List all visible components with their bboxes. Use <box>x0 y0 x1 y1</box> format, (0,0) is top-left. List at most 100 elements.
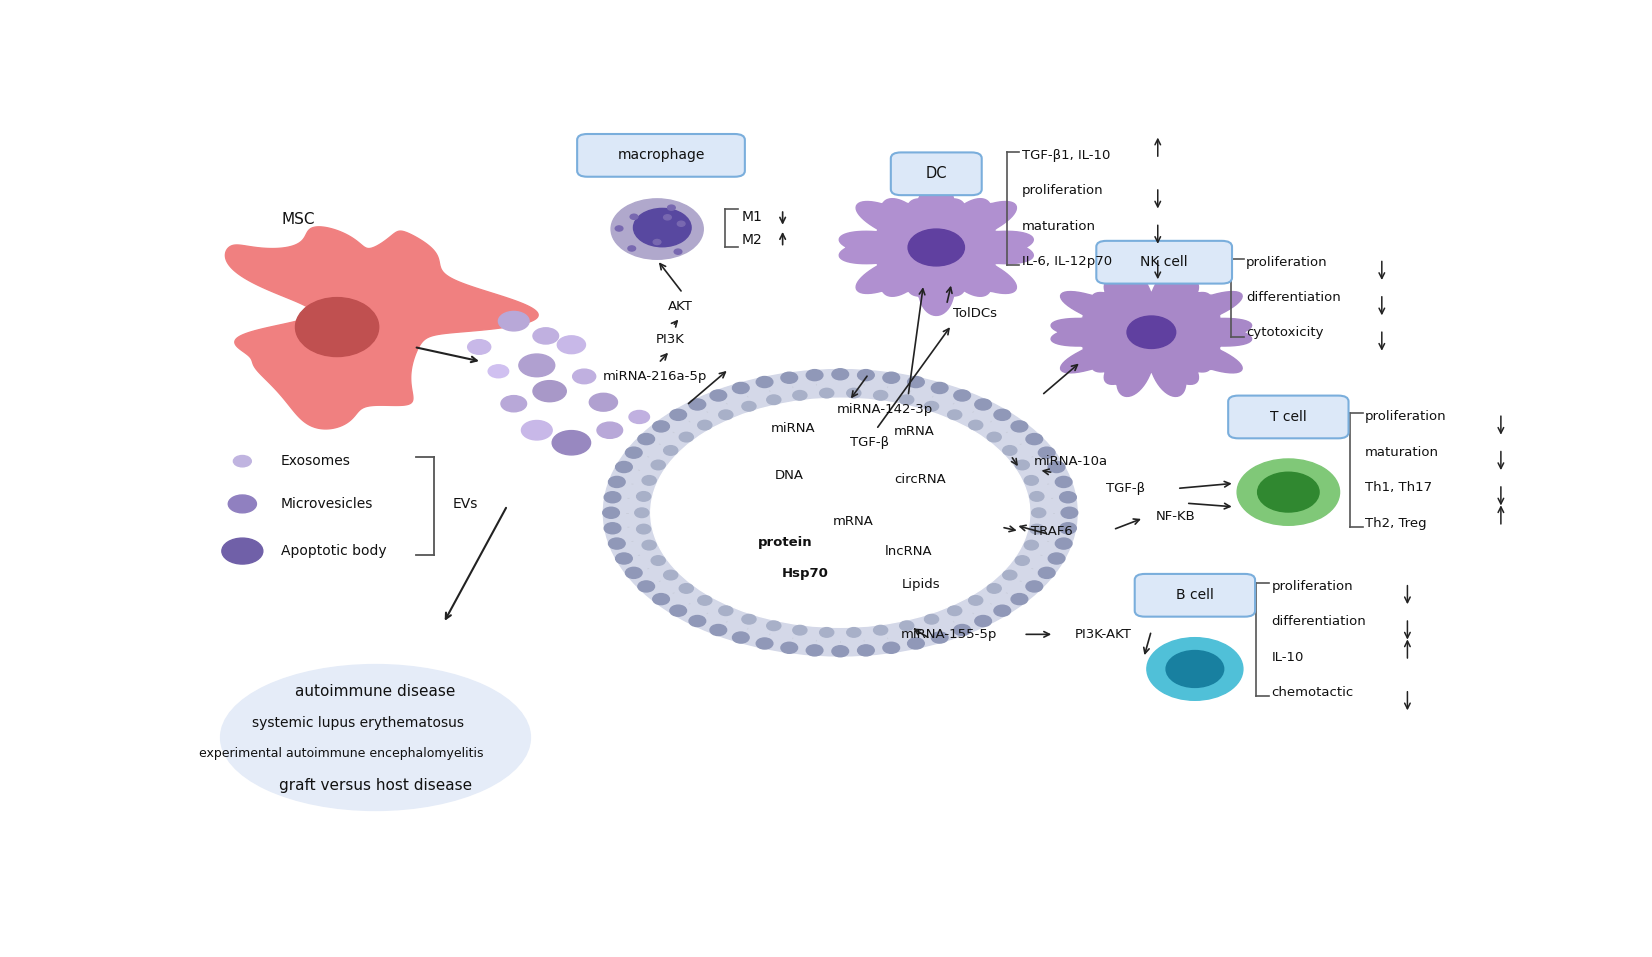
Text: PI3K: PI3K <box>656 333 684 346</box>
Ellipse shape <box>995 410 1011 420</box>
Ellipse shape <box>742 402 757 412</box>
Text: IL-10: IL-10 <box>1272 651 1303 664</box>
Ellipse shape <box>732 632 748 643</box>
Text: miRNA: miRNA <box>770 421 814 434</box>
Ellipse shape <box>757 376 773 388</box>
Ellipse shape <box>1024 541 1039 550</box>
Ellipse shape <box>667 205 676 211</box>
Text: proliferation: proliferation <box>1365 411 1447 423</box>
Text: cytotoxicity: cytotoxicity <box>1246 326 1323 340</box>
Ellipse shape <box>1039 568 1056 578</box>
Ellipse shape <box>757 638 773 649</box>
FancyBboxPatch shape <box>890 152 981 195</box>
Ellipse shape <box>948 606 961 615</box>
Ellipse shape <box>664 446 677 456</box>
Ellipse shape <box>995 605 1011 616</box>
Text: Th1, Th17: Th1, Th17 <box>1365 481 1432 494</box>
Ellipse shape <box>847 628 861 637</box>
Ellipse shape <box>907 376 923 388</box>
Text: protein: protein <box>758 536 813 548</box>
Ellipse shape <box>1166 651 1224 687</box>
Ellipse shape <box>605 523 621 534</box>
Ellipse shape <box>806 369 823 381</box>
FancyBboxPatch shape <box>577 134 745 177</box>
Ellipse shape <box>638 581 654 592</box>
Text: T cell: T cell <box>1270 410 1307 424</box>
Ellipse shape <box>669 605 687 616</box>
Ellipse shape <box>629 214 638 219</box>
Ellipse shape <box>767 621 781 631</box>
Ellipse shape <box>1016 556 1029 566</box>
Text: experimental autoimmune encephalomyelitis: experimental autoimmune encephalomyeliti… <box>198 747 482 760</box>
Text: DC: DC <box>925 167 947 181</box>
Ellipse shape <box>557 336 585 354</box>
Ellipse shape <box>1146 637 1242 701</box>
Ellipse shape <box>1039 447 1056 458</box>
Text: M1: M1 <box>742 210 763 224</box>
Ellipse shape <box>689 399 705 410</box>
Text: Exosomes: Exosomes <box>281 455 350 468</box>
Ellipse shape <box>900 395 914 405</box>
Ellipse shape <box>489 365 509 378</box>
Ellipse shape <box>1029 524 1044 534</box>
Ellipse shape <box>221 664 530 811</box>
FancyBboxPatch shape <box>1097 241 1232 283</box>
Ellipse shape <box>719 606 733 615</box>
Ellipse shape <box>874 625 887 635</box>
Ellipse shape <box>653 593 669 605</box>
Text: proliferation: proliferation <box>1246 256 1328 269</box>
Ellipse shape <box>519 354 555 377</box>
Ellipse shape <box>634 508 649 518</box>
Ellipse shape <box>819 628 834 637</box>
Ellipse shape <box>534 328 558 344</box>
Ellipse shape <box>968 420 983 430</box>
Ellipse shape <box>1257 472 1318 512</box>
Ellipse shape <box>909 229 965 266</box>
Ellipse shape <box>638 434 654 445</box>
Ellipse shape <box>1059 492 1077 502</box>
Text: autoimmune disease: autoimmune disease <box>296 683 456 699</box>
Ellipse shape <box>975 615 991 627</box>
Text: TGF-β1, IL-10: TGF-β1, IL-10 <box>1023 149 1110 162</box>
Ellipse shape <box>781 642 798 654</box>
Ellipse shape <box>679 433 694 442</box>
Ellipse shape <box>651 398 1029 627</box>
Ellipse shape <box>296 298 378 357</box>
Ellipse shape <box>767 395 781 405</box>
Text: DNA: DNA <box>775 470 803 482</box>
Ellipse shape <box>626 568 643 578</box>
Ellipse shape <box>1127 316 1176 348</box>
Text: AKT: AKT <box>667 300 692 313</box>
Ellipse shape <box>626 447 643 458</box>
Ellipse shape <box>988 584 1001 593</box>
Text: mRNA: mRNA <box>833 515 874 528</box>
Text: NF-KB: NF-KB <box>1156 510 1196 523</box>
Ellipse shape <box>643 476 656 485</box>
Ellipse shape <box>221 538 263 564</box>
Ellipse shape <box>608 538 624 549</box>
FancyBboxPatch shape <box>1227 395 1348 438</box>
Polygon shape <box>1051 268 1252 396</box>
Text: TolDCs: TolDCs <box>953 307 996 321</box>
Text: Hsp70: Hsp70 <box>783 567 829 580</box>
Ellipse shape <box>806 645 823 656</box>
Text: maturation: maturation <box>1023 219 1095 233</box>
Ellipse shape <box>629 411 649 423</box>
Ellipse shape <box>742 614 757 624</box>
Ellipse shape <box>793 390 806 400</box>
Ellipse shape <box>522 420 552 440</box>
Text: Lipids: Lipids <box>902 578 940 591</box>
Ellipse shape <box>615 226 623 231</box>
Text: circRNA: circRNA <box>894 473 945 486</box>
Ellipse shape <box>590 393 618 412</box>
Text: miRNA-216a-5p: miRNA-216a-5p <box>603 370 707 383</box>
Ellipse shape <box>651 460 666 470</box>
Ellipse shape <box>968 595 983 605</box>
Ellipse shape <box>679 584 694 593</box>
Ellipse shape <box>975 399 991 410</box>
Text: graft versus host disease: graft versus host disease <box>279 778 472 793</box>
Ellipse shape <box>857 645 874 656</box>
Ellipse shape <box>1016 460 1029 470</box>
Text: Th2, Treg: Th2, Treg <box>1365 517 1427 529</box>
Ellipse shape <box>1056 538 1072 549</box>
